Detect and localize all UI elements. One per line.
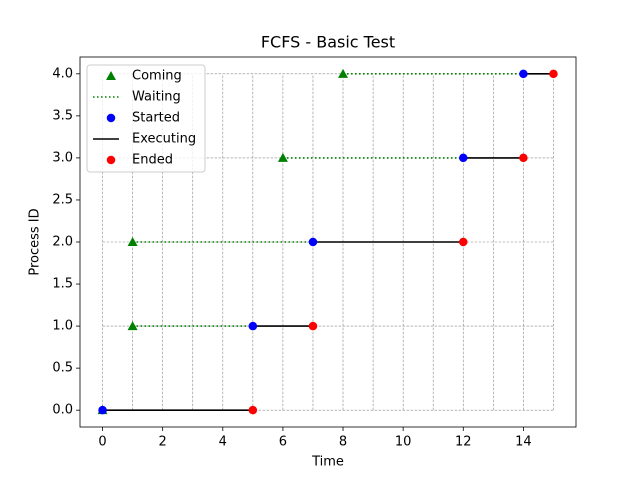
y-tick-label: 1.0 — [52, 319, 73, 334]
x-tick-label: 8 — [339, 435, 347, 450]
y-tick-label: 2.5 — [52, 192, 73, 207]
x-axis-label: Time — [311, 455, 344, 470]
point — [248, 405, 258, 415]
chart-title: FCFS - Basic Test — [261, 33, 395, 52]
plot-frame — [79, 56, 577, 428]
x-tick-label: 4 — [219, 435, 227, 450]
point — [308, 237, 318, 247]
y-tick-label: 3.5 — [52, 108, 73, 123]
x-tick-label: 14 — [515, 435, 532, 450]
x-tick-label: 0 — [98, 435, 106, 450]
legend-label: Executing — [132, 132, 196, 147]
y-tick-label: 3.0 — [52, 150, 73, 165]
point — [248, 321, 258, 331]
legend-label: Waiting — [132, 90, 181, 105]
point — [459, 237, 468, 247]
x-tick-label: 10 — [395, 435, 412, 450]
legend-box — [86, 64, 206, 173]
point — [98, 405, 107, 415]
point — [549, 69, 558, 79]
point — [338, 68, 349, 78]
y-tick-label: 0.0 — [52, 403, 73, 418]
point — [519, 153, 528, 163]
y-tick-label: 4.0 — [52, 66, 73, 81]
x-tick-label: 2 — [159, 435, 167, 450]
legend-marker — [106, 155, 116, 165]
legend-marker — [106, 113, 116, 123]
point — [127, 321, 138, 331]
point — [308, 321, 318, 331]
y-tick-label: 1.5 — [52, 277, 73, 292]
legend-label: Ended — [132, 153, 173, 168]
y-axis-label: Process ID — [28, 208, 43, 275]
y-tick-label: 2.0 — [52, 235, 73, 250]
point — [459, 153, 468, 163]
legend-label: Coming — [132, 69, 182, 84]
legend-label: Started — [132, 111, 180, 126]
point — [519, 69, 528, 79]
point — [127, 237, 138, 246]
y-tick-label: 0.5 — [52, 361, 73, 376]
legend-marker — [106, 71, 116, 80]
x-tick-label: 6 — [279, 435, 287, 450]
point — [277, 152, 288, 162]
x-tick-label: 12 — [455, 435, 472, 450]
